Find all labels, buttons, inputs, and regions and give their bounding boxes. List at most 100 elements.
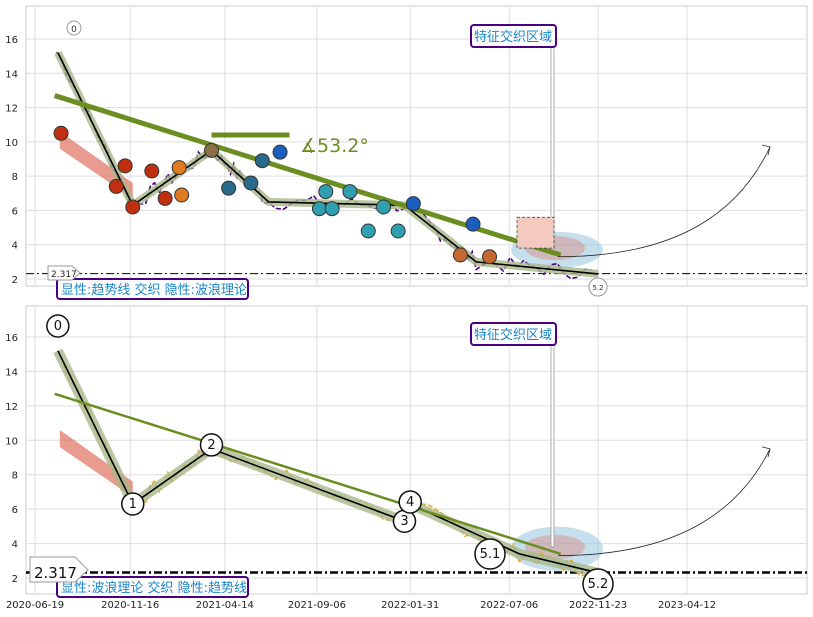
bottom-support-label: 2.317	[29, 556, 89, 583]
y-tick-label: 14	[5, 69, 18, 80]
forecast-arrowhead	[761, 144, 771, 156]
swing-marker	[376, 199, 392, 215]
swing-marker	[117, 158, 133, 174]
wave-label-circle	[474, 538, 506, 570]
top-support-label: 2.317	[47, 265, 81, 281]
y-tick-label: 4	[12, 241, 18, 252]
swing-marker	[311, 201, 327, 217]
bottom-annotation-frame	[470, 322, 557, 346]
wave-label-text: 4	[406, 495, 414, 510]
top-legend-box: 显性:趋势线 交织 隐性:波浪理论	[56, 278, 249, 300]
swing-marker	[254, 153, 270, 169]
wave-label-text: 2	[207, 438, 215, 453]
y-tick-label: 6	[12, 206, 18, 217]
bottom-wave-labels: 0 1 2 3 4 5.1 5.2	[46, 314, 614, 600]
x-tick-label: 2021-04-14	[196, 600, 254, 611]
wave-label-text: 5.2	[588, 577, 609, 592]
top-legend-frame	[56, 278, 249, 300]
bottom-panel-frame	[25, 305, 808, 595]
bottom-y-ticks: 2 4 6 8 10 12 14 16	[5, 333, 18, 585]
wave-label-circle	[46, 314, 70, 338]
swing-marker	[390, 223, 406, 239]
wave-0-circle	[66, 20, 82, 36]
wave-label-text: 5.1	[480, 547, 501, 562]
wave-label-circle	[199, 433, 224, 457]
support-tag-shape-bottom	[29, 556, 89, 583]
wave-label-circle	[582, 568, 614, 600]
wave-5-2-label: 5.2	[592, 284, 603, 292]
forecast-arrowhead	[761, 446, 771, 457]
y-tick-label: 16	[5, 35, 18, 46]
top-panel-frame	[25, 5, 808, 287]
top-content	[26, 43, 807, 280]
bottom-annotation-box: 特征交织区域	[470, 322, 557, 346]
y-tick-label: 4	[12, 540, 18, 551]
top-annotation-text: 特征交织区域	[474, 29, 552, 45]
y-tick-label: 2	[12, 574, 18, 585]
x-tick-label: 2022-11-23	[569, 600, 627, 611]
x-tick-label: 2022-07-06	[480, 600, 538, 611]
forecast-curve	[558, 146, 771, 258]
swing-marker	[482, 249, 498, 265]
bottom-annotation-text: 特征交织区域	[474, 327, 552, 343]
wave-label-text: 1	[129, 497, 137, 512]
y-tick-label: 10	[5, 138, 18, 149]
wave-label-text: 0	[54, 319, 62, 334]
swing-marker	[203, 142, 219, 158]
y-tick-label: 12	[5, 402, 18, 413]
trendline	[54, 392, 562, 556]
top-legend-text: 显性:趋势线 交织 隐性:波浪理论	[61, 282, 247, 298]
swing-marker	[324, 201, 340, 217]
top-annotation-box: 特征交织区域	[470, 24, 557, 48]
bottom-legend-frame	[56, 576, 249, 598]
bottom-legend-box: 显性:波浪理论 交织 隐性:趋势线	[56, 576, 249, 598]
bottom-support-value: 2.317	[34, 564, 77, 582]
bottom-grid	[26, 306, 807, 594]
y-tick-label: 10	[5, 436, 18, 447]
wave-band	[59, 429, 133, 498]
top-annotation-frame	[470, 24, 557, 48]
wave-0-label: 0	[71, 25, 77, 35]
x-axis-ticks: 2020-06-19 2020-11-16 2021-04-14 2021-09-06…	[6, 600, 716, 611]
swing-marker	[144, 163, 160, 179]
swing-marker	[108, 178, 124, 194]
pointer-bar	[550, 340, 555, 548]
swing-marker	[221, 180, 237, 196]
top-panel: 2 4 6 8 10 12 14 16 特征交织区域 显性:趋势线 交织 隐性:波浪理论 ∡5…	[5, 5, 808, 300]
y-tick-label: 16	[5, 333, 18, 344]
wave-label-circle	[398, 490, 422, 514]
swing-marker	[272, 144, 288, 160]
wave-5-2-circle	[588, 277, 608, 297]
swing-marker	[243, 175, 259, 191]
swing-marker	[465, 216, 481, 232]
swing-marker	[405, 196, 421, 212]
y-tick-label: 2	[12, 275, 18, 286]
wave-label-text: 3	[400, 514, 408, 529]
swing-marker	[342, 184, 358, 200]
y-tick-label: 8	[12, 172, 18, 183]
y-tick-label: 14	[5, 367, 18, 378]
swing-marker	[53, 125, 69, 141]
x-tick-label: 2022-01-31	[381, 600, 439, 611]
support-tag-shape	[47, 265, 81, 281]
swing-marker	[452, 247, 468, 263]
x-tick-label: 2020-06-19	[6, 600, 64, 611]
top-support-value: 2.317	[51, 270, 77, 280]
angle-label: ∡53.2°	[300, 135, 369, 157]
y-tick-label: 8	[12, 471, 18, 482]
swing-marker	[318, 184, 334, 200]
x-tick-label: 2023-04-12	[658, 600, 716, 611]
top-y-ticks: 2 4 6 8 10 12 14 16	[5, 35, 18, 286]
swing-marker	[174, 187, 190, 203]
wave-label-circle	[121, 492, 145, 516]
swing-marker	[157, 190, 173, 206]
swing-marker	[360, 223, 376, 239]
y-tick-label: 12	[5, 104, 18, 115]
x-tick-label: 2020-11-16	[101, 600, 159, 611]
y-tick-label: 6	[12, 505, 18, 516]
bottom-legend-text: 显性:波浪理论 交织 隐性:趋势线	[61, 580, 247, 596]
top-wave-start-marker: 0	[66, 20, 82, 36]
